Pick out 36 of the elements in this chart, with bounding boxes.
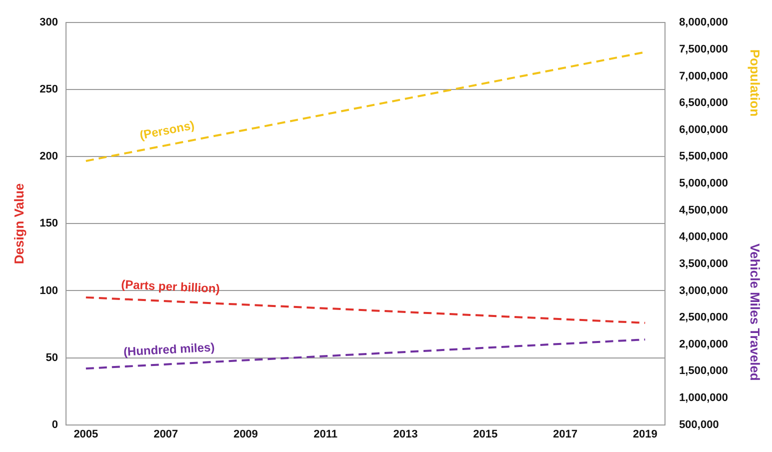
y2-tick-label: 7,000,000 xyxy=(679,70,728,82)
y2-tick-label: 6,000,000 xyxy=(679,124,728,136)
series-label: (Hundred miles) xyxy=(123,340,215,359)
text: Vehicle Miles Traveled xyxy=(747,244,762,381)
y2-tick-label: 2,500,000 xyxy=(679,312,728,324)
x-tick-label: 2009 xyxy=(233,428,258,440)
y2-tick-label: 7,500,000 xyxy=(679,43,728,56)
y-axis-title: Design Value xyxy=(11,183,26,264)
y-tick-label: 200 xyxy=(40,150,58,163)
y2-tick-label: 500,000 xyxy=(679,418,719,431)
y-tick-label: 250 xyxy=(40,84,58,96)
x-tick-label: 2011 xyxy=(314,428,338,440)
y2-tick-label: 3,000,000 xyxy=(679,284,728,297)
series-label: (Parts per billion) xyxy=(120,277,220,296)
x-tick-label: 2005 xyxy=(74,428,98,440)
y2-tick-label: 5,500,000 xyxy=(679,150,728,163)
x-tick-label: 2013 xyxy=(393,428,418,440)
y-tick-label: 50 xyxy=(46,352,58,364)
x-tick-label: 2007 xyxy=(154,428,178,440)
y-tick-label: 0 xyxy=(52,418,58,431)
x-tick-label: 2015 xyxy=(473,428,498,440)
y2-tick-label: 1,500,000 xyxy=(679,365,728,378)
y-tick-label: 150 xyxy=(40,218,58,230)
y2-tick-label: 4,500,000 xyxy=(679,204,728,216)
y2-tick-label: 3,500,000 xyxy=(679,258,728,270)
y-tick-label: 300 xyxy=(40,16,58,29)
y2-tick-label: 6,500,000 xyxy=(679,97,728,110)
y2-tick-label: 1,000,000 xyxy=(679,392,728,404)
x-tick-label: 2019 xyxy=(632,428,658,440)
y2-tick-label: 2,000,000 xyxy=(679,338,728,350)
y2-tick-label: 8,000,000 xyxy=(679,16,728,29)
y2-axis-title: Population xyxy=(747,49,762,117)
y-tick-label: 100 xyxy=(40,284,58,297)
y2-tick-label: 4,000,000 xyxy=(679,231,728,244)
x-tick-label: 2017 xyxy=(552,428,578,440)
y2-tick-label: 5,000,000 xyxy=(679,178,728,190)
